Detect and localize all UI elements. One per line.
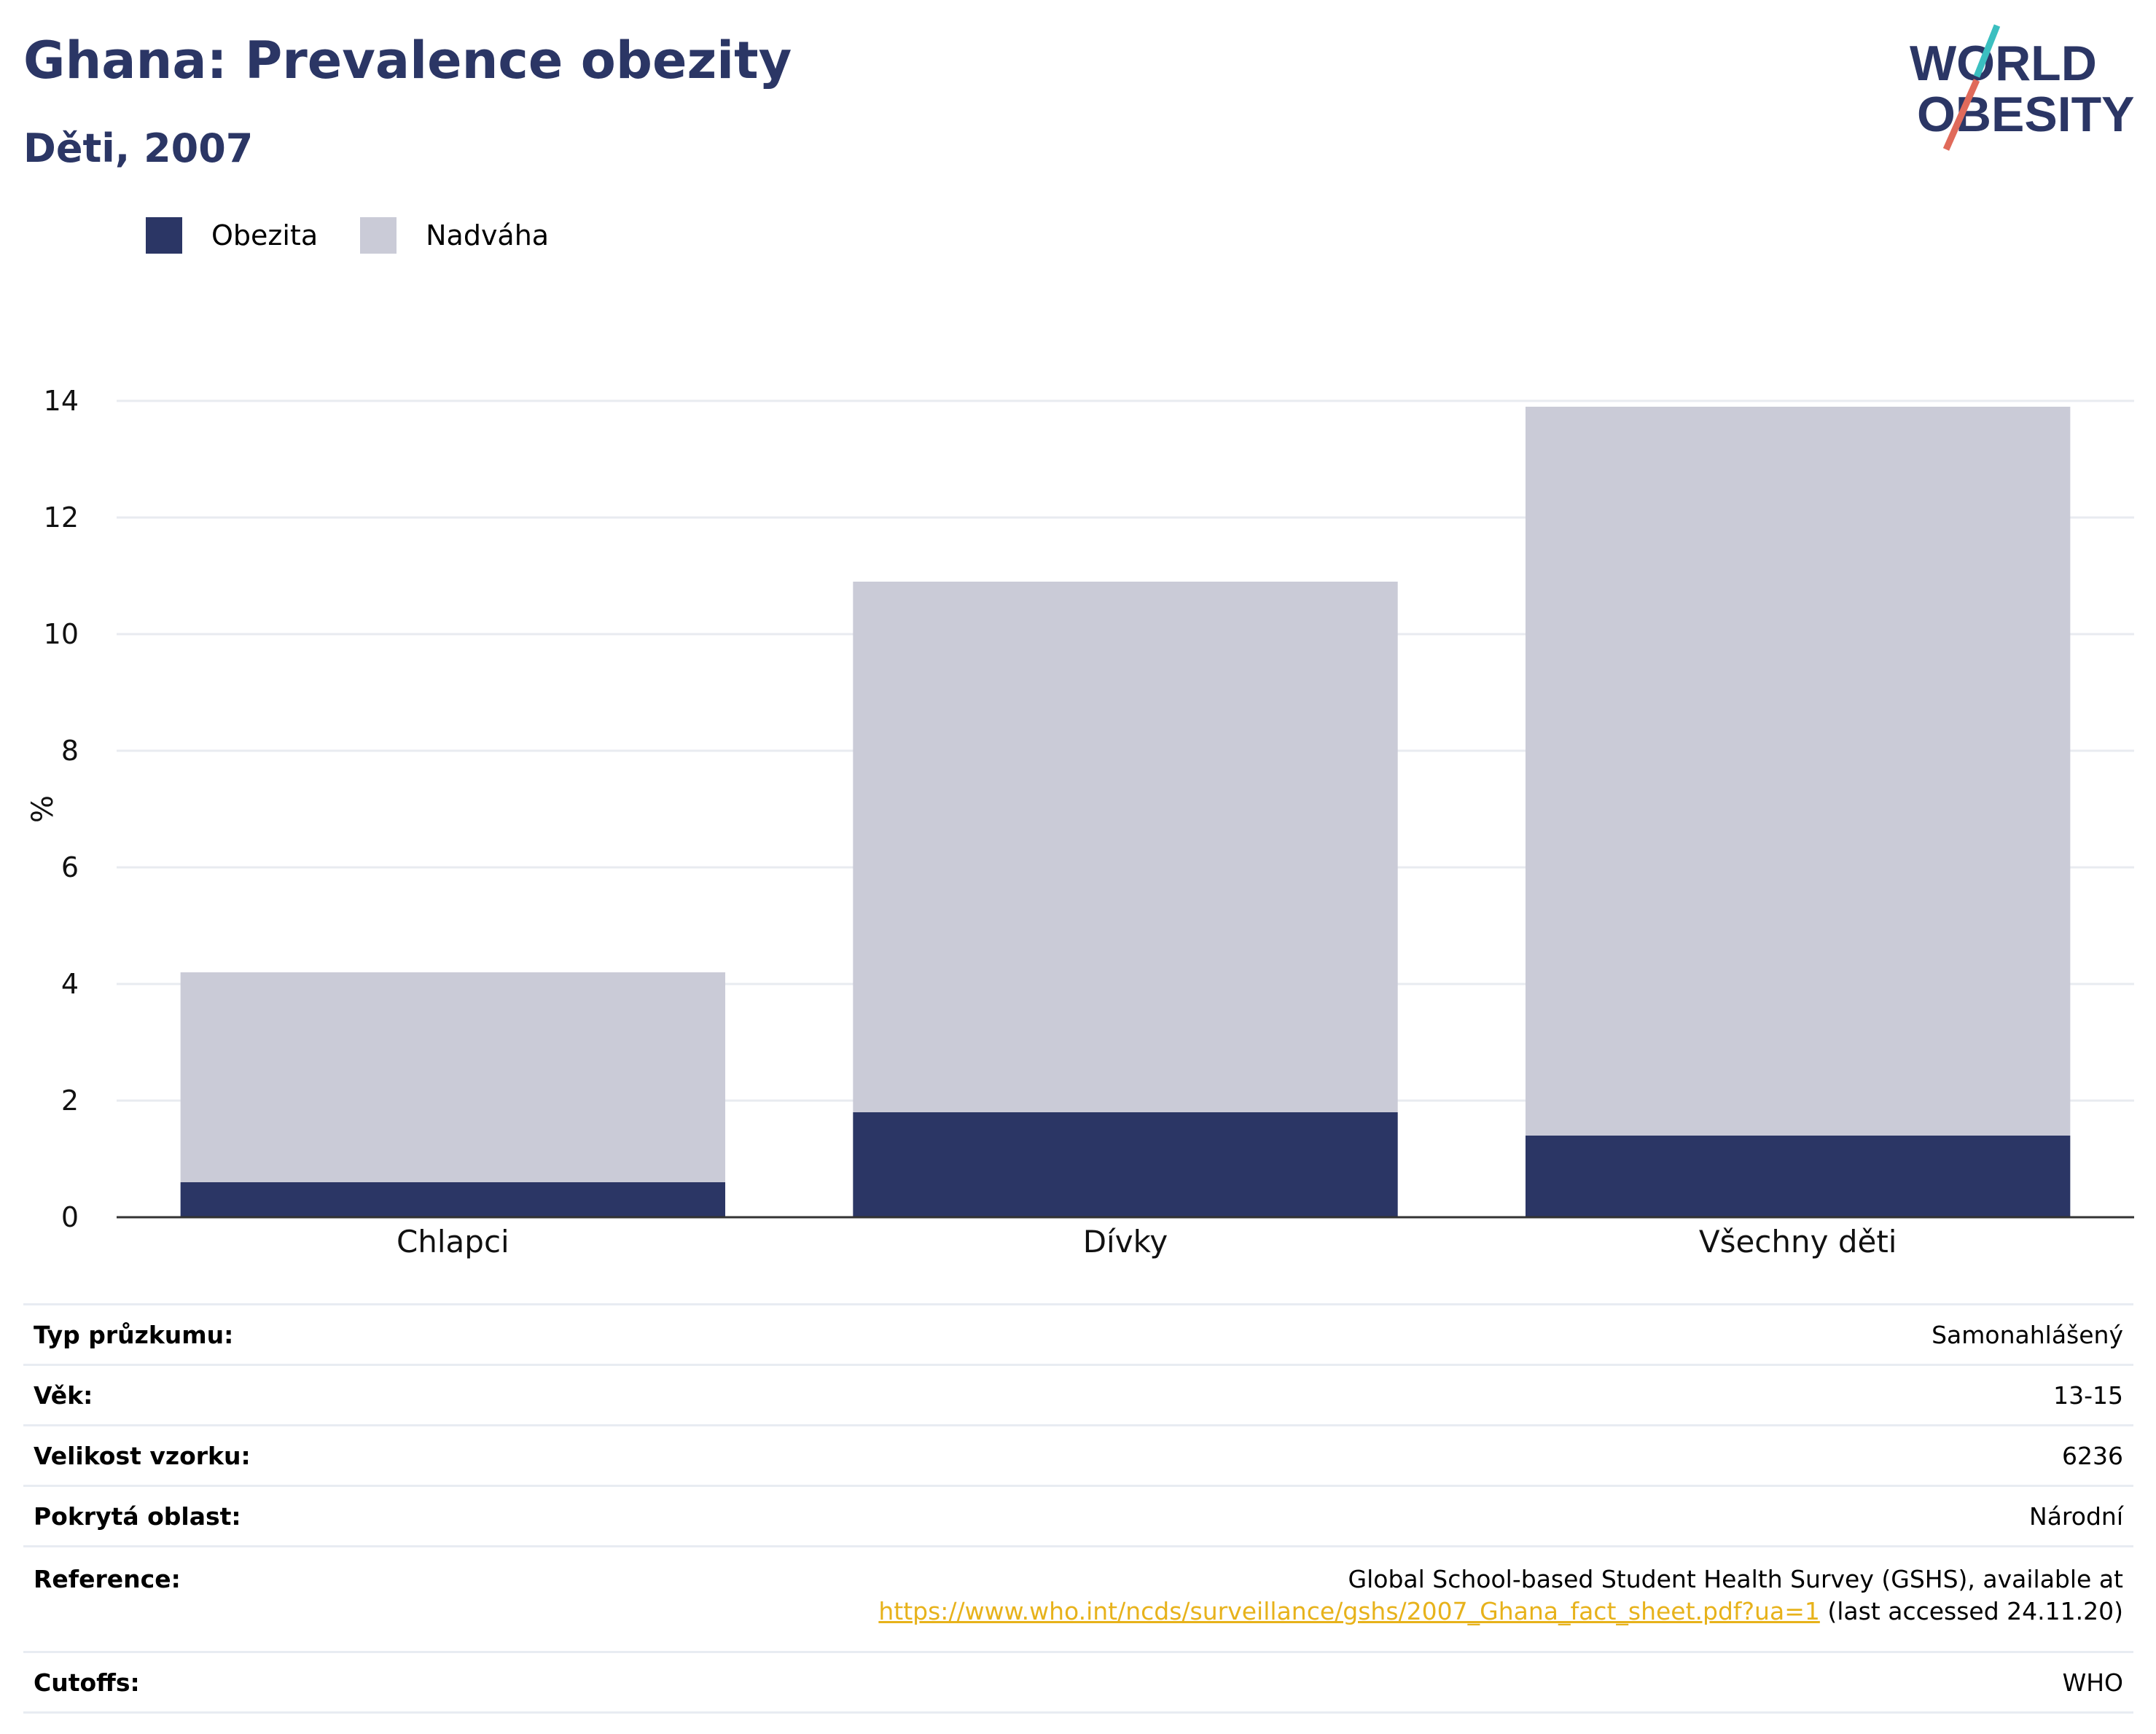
- bar-chart: 0 2 4 6 8 10 12 14% Chlapci Dívky Všechny děti: [26, 385, 2134, 1260]
- table-row: Typ průzkumu: Samonahlášený: [23, 1304, 2133, 1365]
- legend-swatch-obesity: [146, 217, 182, 254]
- table-row: Velikost vzorku: 6236: [23, 1425, 2133, 1486]
- survey-info-table: Typ průzkumu: Samonahlášený Věk: 13-15 V…: [23, 1303, 2133, 1714]
- bar-overweight-2: [1525, 407, 2071, 1136]
- bar-overweight-0: [180, 972, 726, 1182]
- bar-overweight-1: [853, 582, 1398, 1112]
- legend-label-overweight: Nadváha: [426, 219, 550, 251]
- info-key-cutoffs: Cutoffs:: [34, 1668, 140, 1697]
- y-tick-label: 4: [61, 968, 79, 1000]
- world-obesity-logo: WORLD OBESITY: [1910, 24, 2135, 151]
- info-key-area: Pokrytá oblast:: [34, 1501, 241, 1531]
- info-value-survey-type: Samonahlášený: [1932, 1320, 2123, 1349]
- page-subtitle: Děti, 2007: [23, 125, 254, 171]
- table-row: Věk: 13-15: [23, 1364, 2133, 1426]
- info-value-area: Národní: [2029, 1501, 2123, 1531]
- legend-label-obesity: Obezita: [211, 219, 319, 251]
- info-key-sample-size: Velikost vzorku:: [34, 1441, 251, 1470]
- y-tick-label: 2: [61, 1085, 79, 1117]
- info-value-cutoffs: WHO: [2062, 1668, 2123, 1697]
- logo-slash-red: [1942, 79, 1980, 151]
- page-title: Ghana: Prevalence obezity: [23, 31, 792, 90]
- x-tick-label: Všechny děti: [1699, 1224, 1897, 1260]
- chart-legend: Obezita Nadváha: [146, 217, 591, 254]
- logo-line1: WORLD: [1910, 36, 2097, 91]
- info-key-age: Věk:: [34, 1380, 93, 1410]
- table-row-reference: Reference: Global School-based Student H…: [23, 1546, 2133, 1652]
- bar-obesity-2: [1525, 1136, 2071, 1217]
- reference-suffix: (last accessed 24.11.20): [1819, 1597, 2123, 1625]
- reference-link[interactable]: https://www.who.int/ncds/surveillance/gs…: [878, 1597, 1820, 1625]
- legend-swatch-overweight: [360, 217, 397, 254]
- table-row: Pokrytá oblast: Národní: [23, 1485, 2133, 1547]
- info-value-age: 13-15: [2053, 1380, 2123, 1410]
- y-tick-label: 8: [61, 735, 79, 767]
- info-key-survey-type: Typ průzkumu:: [34, 1320, 234, 1349]
- info-key-reference: Reference:: [34, 1565, 181, 1593]
- info-value-sample-size: 6236: [2062, 1441, 2123, 1470]
- table-row: Cutoffs: WHO: [23, 1652, 2133, 1713]
- y-tick-label: 10: [44, 618, 79, 650]
- y-tick-label: 12: [44, 501, 79, 534]
- y-tick-label: 6: [61, 851, 79, 883]
- x-tick-label: Dívky: [1083, 1224, 1168, 1260]
- x-tick-label: Chlapci: [397, 1224, 509, 1260]
- bar-obesity-0: [180, 1182, 726, 1217]
- y-tick-label: 14: [44, 385, 79, 417]
- logo-slash-teal: [1973, 24, 2001, 78]
- reference-text: Global School-based Student Health Surve…: [1348, 1565, 2123, 1593]
- info-value-reference: Global School-based Student Health Surve…: [356, 1547, 2133, 1652]
- y-tick-label: 0: [61, 1201, 79, 1233]
- legend-item-overweight[interactable]: Nadváha: [360, 217, 549, 254]
- legend-item-obesity[interactable]: Obezita: [146, 217, 318, 254]
- bar-obesity-1: [853, 1112, 1398, 1217]
- y-axis-label: %: [26, 795, 60, 823]
